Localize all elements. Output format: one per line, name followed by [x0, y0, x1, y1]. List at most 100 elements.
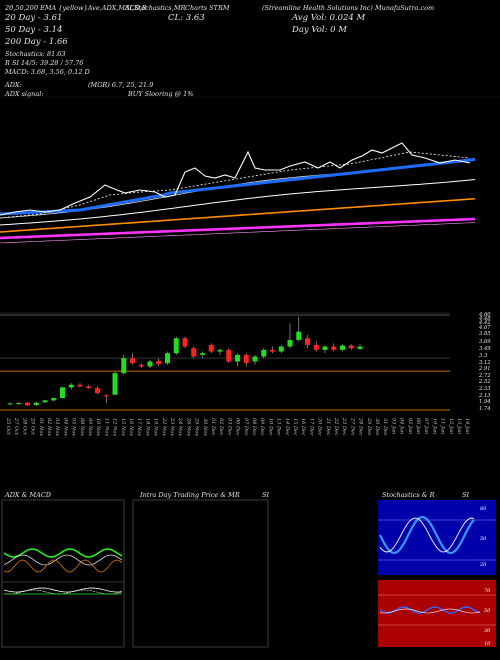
candle-body: [226, 349, 232, 362]
header-line1: 20,50,200 EMA {yellow}Ave,ADX,MACD,B: [5, 4, 147, 12]
date-label: 17 Nov: [136, 418, 142, 436]
price-label: 3.69: [479, 339, 491, 345]
date-label: 23 Nov: [169, 417, 175, 436]
buy-signal: BUY Slooring @ 1%: [128, 90, 194, 98]
candle-body: [68, 384, 74, 388]
candle-body: [156, 360, 162, 365]
candle-body: [348, 345, 354, 349]
date-label: 12 Jan: [448, 418, 454, 434]
candle-body: [165, 353, 170, 364]
intra-panel: [132, 499, 269, 648]
candle-body: [42, 400, 48, 403]
candle-body: [60, 387, 65, 399]
date-label: 27 Dec: [349, 417, 355, 436]
date-label: 11 Jan: [440, 418, 446, 434]
date-label: 03 Nov: [54, 418, 60, 436]
date-label: 13 Jan: [456, 418, 462, 434]
avg-volume: Avg Vol: 0.024 M: [292, 13, 366, 23]
date-label: 10 Dec: [267, 418, 273, 436]
ema100-line: [0, 178, 476, 226]
si-left-title: SI: [262, 491, 270, 499]
candle-body: [305, 338, 310, 345]
adx-signal-label: ADX signal:: [5, 90, 44, 98]
adx-panel: [1, 499, 125, 648]
date-label: 16 Nov: [128, 418, 134, 436]
date-label: 28 Dec: [358, 417, 364, 436]
candle-body: [270, 349, 275, 352]
rsi-axis-label: 50: [484, 608, 491, 614]
date-label: 04 Jan: [399, 418, 405, 434]
macd-signal: [3, 589, 123, 595]
stochastics-label: Stochastics: 81.63: [5, 50, 66, 58]
date-label: 05 Jan: [407, 418, 413, 434]
date-label: 24 Nov: [177, 417, 183, 436]
candle-body: [191, 348, 197, 357]
candle-body: [7, 403, 13, 405]
date-label: 07 Dec: [243, 418, 249, 436]
candle-body: [200, 353, 205, 355]
si-label: R SI 14/5: 39.28 / 57.76: [5, 59, 84, 67]
adx-values: (MGR) 6.7, 25, 21.9: [88, 81, 154, 89]
date-label: 07 Jan: [423, 418, 429, 434]
rsi-panel: [378, 580, 496, 647]
date-label: 21 Dec: [325, 417, 331, 436]
adx-panel-title: ADX & MACD: [5, 491, 51, 499]
price-label: 4.60: [478, 312, 491, 318]
candle-body: [340, 345, 345, 350]
date-label: 06 Dec: [235, 418, 241, 436]
stoch-k: [379, 515, 475, 555]
price-label: 3.12: [479, 360, 491, 366]
ema20-line: [0, 151, 471, 219]
date-label: 31 Dec: [382, 418, 388, 436]
adx-plus-di: [3, 548, 123, 558]
date-label: 29 Dec: [366, 417, 372, 436]
date-label: 19 Nov: [153, 418, 159, 436]
rsi-signal: [379, 608, 481, 614]
main-chart: 4.604.484.424.073.853.693.493.33.122.912…: [0, 96, 500, 436]
price-label: 3.49: [479, 346, 491, 352]
stoch-axis-label: 80: [480, 506, 487, 512]
price-label: 2.91: [478, 366, 491, 372]
date-label: 27 Oct: [13, 417, 19, 436]
rsi-line: [379, 606, 481, 614]
date-label: 17 Dec: [308, 418, 314, 436]
date-label: 26 Nov: [185, 417, 191, 436]
date-label: 14 Jan: [464, 418, 470, 434]
adx-label: ADX:: [5, 81, 22, 89]
date-label: 06 Jan: [415, 418, 421, 434]
candle-body: [287, 339, 293, 347]
price-label: 3.3: [479, 353, 488, 359]
candle-body: [130, 358, 135, 364]
candle-body: [86, 386, 92, 389]
header-company: (Streamline Health Solutions Inc) Munafa…: [262, 4, 435, 12]
candle-body: [261, 349, 267, 357]
candle-body: [51, 398, 57, 401]
date-label: 11 Nov: [103, 418, 109, 436]
date-label: 14 Dec: [284, 418, 290, 436]
candle-body: [173, 338, 179, 354]
price-label: 3.85: [479, 331, 491, 337]
price-label: 2.33: [478, 386, 491, 392]
rsi-axis-label: 70: [484, 588, 491, 594]
date-label: 29 Nov: [194, 417, 200, 436]
date-label: 08 Dec: [251, 418, 257, 436]
date-label: 09 Nov: [87, 418, 93, 436]
date-label: 03 Jan: [390, 418, 396, 434]
price-line: [0, 142, 471, 216]
candle-body: [182, 338, 188, 347]
date-label: 15 Nov: [120, 418, 126, 436]
stoch-d: [379, 517, 475, 553]
candle-body: [147, 361, 153, 367]
price-label: 4.42: [478, 320, 491, 326]
adx-line: [3, 554, 123, 566]
date-label: 30 Nov: [202, 418, 208, 436]
candle-body: [252, 356, 258, 362]
date-label: 30 Dec: [374, 418, 380, 436]
candle-body: [103, 395, 109, 397]
date-label: 10 Nov: [95, 418, 101, 436]
ema200-line: [0, 197, 476, 233]
date-label: 23 Dec: [341, 417, 347, 436]
ema-magenta-thin: [0, 222, 476, 244]
header-line1b: SI,Stochastics,MR: [125, 4, 186, 12]
date-label: 10 Jan: [431, 418, 437, 434]
